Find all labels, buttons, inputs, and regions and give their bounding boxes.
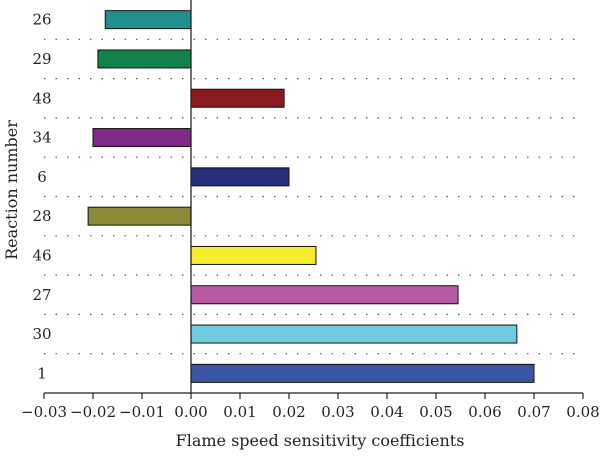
x-axis-label: Flame speed sensitivity coefficients — [176, 431, 465, 450]
bar-reaction-34 — [92, 128, 192, 148]
x-tick-label: 0.05 — [419, 403, 452, 421]
y-tick-labels: 26 29 48 34 6 28 46 27 30 1 — [32, 11, 51, 383]
x-tick-label: 0.01 — [223, 403, 256, 421]
y-tick-label: 1 — [37, 364, 47, 382]
y-axis-label: Reaction number — [2, 120, 21, 260]
x-tick-label: 0.07 — [517, 403, 550, 421]
y-tick-label: 30 — [32, 325, 51, 343]
x-tick-label: 0.03 — [321, 403, 354, 421]
y-tick-label: 28 — [32, 207, 51, 225]
bar-reaction-27 — [190, 285, 459, 305]
y-tick-label: 46 — [32, 246, 51, 264]
bar-reaction-1 — [190, 363, 535, 383]
y-tick-label: 48 — [32, 89, 51, 107]
x-tick-label: 0.04 — [370, 403, 403, 421]
y-tick-label: 29 — [32, 50, 51, 68]
x-tick-label: 0.00 — [174, 403, 207, 421]
x-tick-label: 0.08 — [566, 403, 599, 421]
axes — [43, 0, 584, 399]
bar-reaction-48 — [190, 88, 285, 108]
x-tick-labels: −0.03 −0.02 −0.01 0.00 0.01 0.02 0.03 0.04 0.05 0… — [21, 403, 600, 421]
grid-lines — [44, 38, 583, 355]
y-tick-label: 34 — [32, 129, 51, 147]
x-tick-label: 0.06 — [468, 403, 501, 421]
bar-reaction-28 — [87, 206, 192, 226]
bar-reaction-29 — [97, 49, 192, 69]
y-tick-label: 27 — [32, 286, 51, 304]
x-tick-label: 0.02 — [272, 403, 305, 421]
y-tick-label: 6 — [37, 168, 47, 186]
bars — [87, 10, 535, 383]
y-tick-label: 26 — [32, 11, 51, 29]
bar-reaction-6 — [190, 167, 290, 187]
bar-reaction-30 — [190, 324, 518, 344]
bar-reaction-26 — [104, 10, 192, 30]
x-tick-label: −0.03 — [21, 403, 67, 421]
x-tick-label: −0.02 — [70, 403, 116, 421]
bar-reaction-46 — [190, 245, 317, 265]
x-tick-label: −0.01 — [119, 403, 165, 421]
